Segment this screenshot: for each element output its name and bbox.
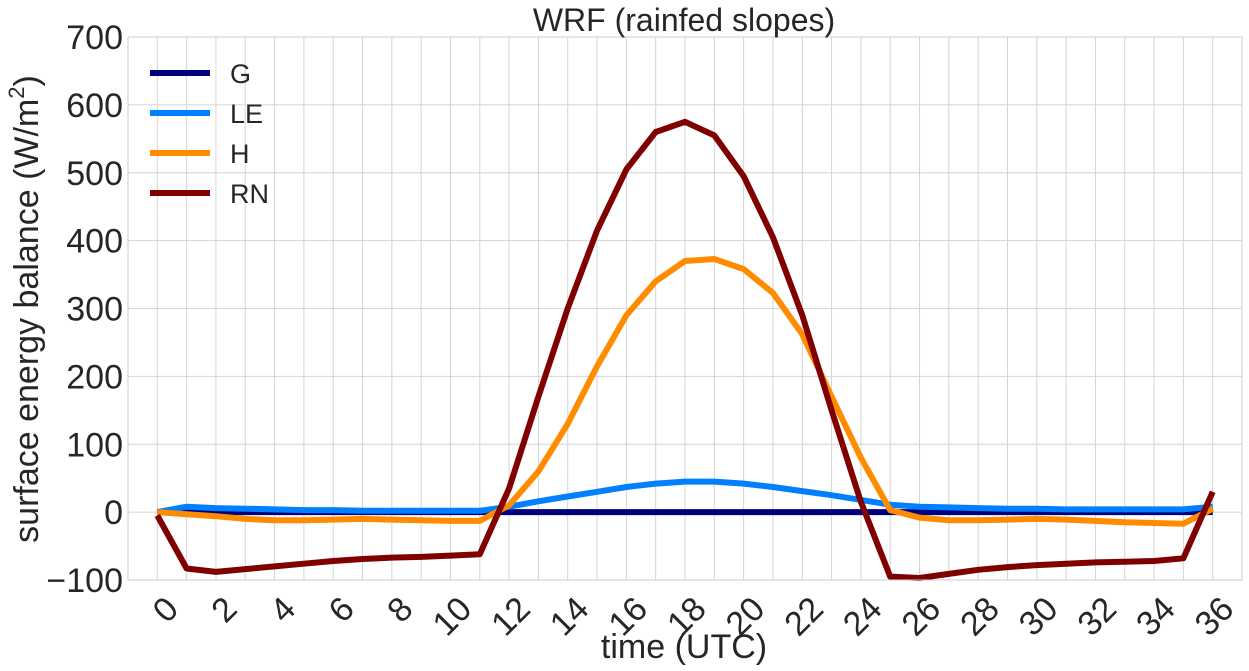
x-tick-label: 26 bbox=[895, 590, 949, 644]
x-tick-label: 0 bbox=[146, 590, 186, 630]
y-tick-label: −100 bbox=[46, 562, 123, 600]
x-tick-label: 30 bbox=[1012, 590, 1066, 644]
y-tick-label: 600 bbox=[66, 87, 123, 125]
y-tick-label: 200 bbox=[66, 358, 123, 396]
legend-label-rn: RN bbox=[230, 179, 269, 209]
series-line-le bbox=[156, 478, 1213, 516]
series-lines bbox=[154, 118, 1216, 581]
y-tick-label: 300 bbox=[66, 291, 123, 329]
legend-label-g: G bbox=[230, 59, 251, 89]
y-tick-label: 0 bbox=[104, 494, 123, 532]
x-tick-label: 10 bbox=[425, 590, 479, 644]
series-line-rn bbox=[154, 118, 1216, 581]
y-axis-label: surface energy balance (W/m2) bbox=[4, 75, 46, 543]
y-tick-label: 700 bbox=[66, 19, 123, 57]
x-tick-label: 8 bbox=[380, 590, 420, 630]
y-axis-label-main: surface energy balance (W/m bbox=[8, 99, 46, 543]
legend-label-le: LE bbox=[230, 99, 263, 129]
legend: G LE H RN bbox=[150, 59, 269, 209]
x-tick-label: 22 bbox=[777, 590, 831, 644]
x-tick-label: 24 bbox=[836, 590, 890, 644]
y-tick-label: 400 bbox=[66, 223, 123, 261]
x-tick-label: 34 bbox=[1129, 590, 1183, 644]
y-tick-label: 100 bbox=[66, 426, 123, 464]
x-tick-label: 32 bbox=[1070, 590, 1124, 644]
series-line-h bbox=[157, 256, 1215, 527]
y-axis-label-superscript: 2 bbox=[4, 87, 29, 99]
x-tick-label: 12 bbox=[484, 590, 538, 644]
x-tick-label: 36 bbox=[1188, 590, 1242, 644]
x-tick-label: 2 bbox=[204, 590, 244, 630]
x-axis-label: time (UTC) bbox=[601, 628, 767, 666]
grid bbox=[128, 36, 1242, 581]
y-tick-label: 500 bbox=[66, 155, 123, 193]
y-axis-label-close: ) bbox=[8, 75, 46, 86]
chart-title: WRF (rainfed slopes) bbox=[533, 2, 835, 38]
legend-label-h: H bbox=[230, 139, 250, 169]
x-tick-label: 28 bbox=[953, 590, 1007, 644]
x-tick-label: 4 bbox=[263, 590, 303, 630]
x-tick-label: 14 bbox=[543, 590, 597, 644]
y-tick-labels: −100 0 100 200 300 400 500 600 700 bbox=[46, 19, 123, 600]
plot-frame bbox=[127, 36, 1243, 581]
x-tick-label: 6 bbox=[322, 590, 362, 630]
